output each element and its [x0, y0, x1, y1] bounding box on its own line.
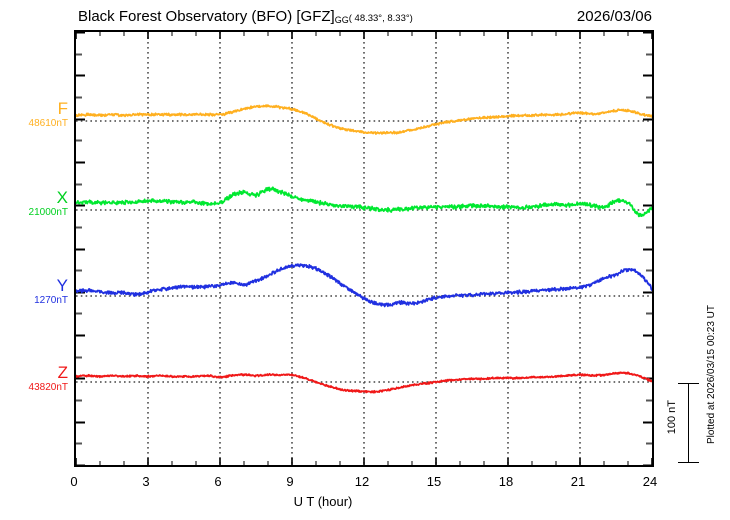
trace-label-y: Y [56, 276, 68, 295]
trace-legend-z: Z 43820nT [6, 364, 68, 394]
x-tick-21: 21 [570, 474, 586, 489]
x-tick-12: 12 [354, 474, 370, 489]
x-tick-15: 15 [426, 474, 442, 489]
x-axis-title-text: U T (hour) [293, 494, 353, 509]
x-tick-24: 24 [642, 474, 658, 489]
x-tick-6: 6 [214, 474, 222, 489]
trace-legend-y: Y 1270nT [6, 277, 68, 307]
trace-baseline-z: 43820nT [28, 382, 68, 393]
trace-label-z: Z [57, 363, 68, 382]
trace-legend-x: X 21000nT [6, 189, 68, 219]
x-tick-3: 3 [142, 474, 150, 489]
plot-area [74, 30, 654, 467]
x-tick-9: 9 [286, 474, 294, 489]
trace-baseline-x: 21000nT [28, 207, 68, 218]
page-title: Black Forest Observatory (BFO) [GFZ]GG( … [78, 8, 413, 25]
station-coordinates: ( 48.33°, 8.33°) [348, 13, 413, 24]
scale-bar-label: 100 nT [666, 400, 678, 435]
x-axis-title: U T (hour) [0, 494, 730, 509]
x-tick-0: 0 [70, 474, 78, 489]
observatory-name: Black Forest Observatory (BFO) [GFZ] [78, 8, 335, 25]
institute-subscript: GG [334, 15, 349, 25]
trace-label-x: X [56, 188, 68, 207]
plotted-at-timestamp: Plotted at 2026/03/15 00:23 UT [706, 305, 717, 444]
trace-legend-f: F 48610nT [6, 100, 68, 130]
title-bar: Black Forest Observatory (BFO) [GFZ]GG( … [0, 0, 730, 30]
magnetogram-traces [76, 32, 652, 465]
trace-baseline-f: 48610nT [28, 118, 68, 129]
trace-baseline-y: 1270nT [34, 295, 68, 306]
trace-label-f: F [57, 99, 68, 118]
observation-date: 2026/03/06 [576, 8, 652, 25]
scale-bar [678, 383, 699, 463]
x-tick-18: 18 [498, 474, 514, 489]
